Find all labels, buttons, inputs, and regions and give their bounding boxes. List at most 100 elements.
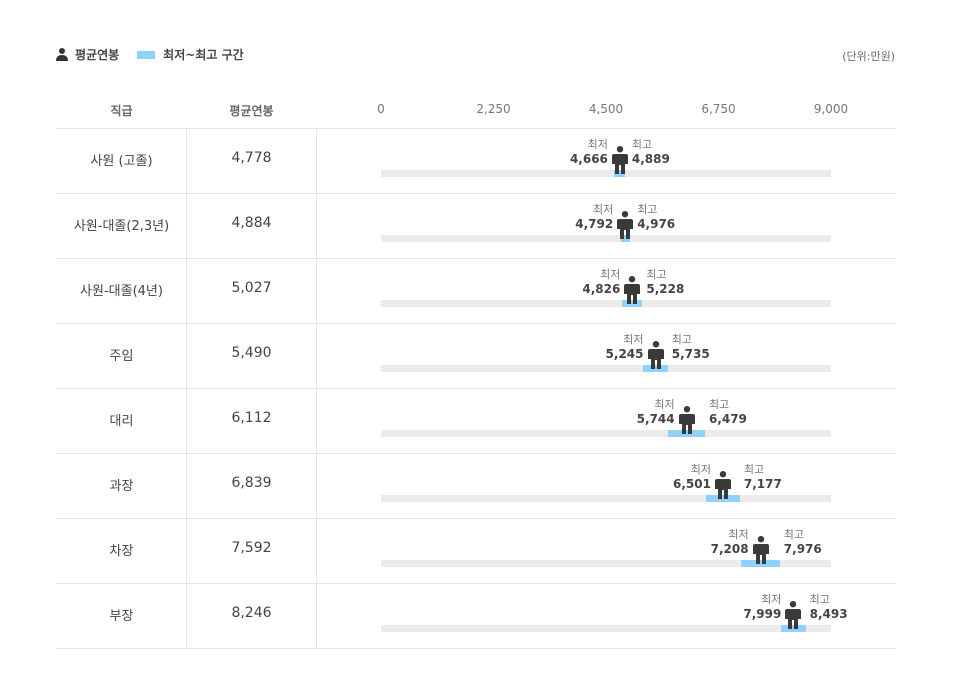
x-tick-label: 0 bbox=[377, 102, 385, 116]
range-track bbox=[381, 365, 831, 372]
min-caption: 최저 bbox=[592, 203, 614, 216]
min-caption: 최저 bbox=[690, 463, 711, 476]
min-label: 최저 7,999 bbox=[743, 592, 781, 622]
avg-salary-cell: 7,592 bbox=[231, 540, 272, 556]
rank-cell: 사원-대졸(2,3년) bbox=[73, 219, 170, 234]
max-caption: 최고 bbox=[646, 268, 667, 281]
max-value: 5,228 bbox=[646, 282, 685, 296]
max-caption: 최고 bbox=[671, 333, 692, 346]
avg-salary-cell: 6,112 bbox=[231, 410, 272, 426]
row-divider bbox=[57, 518, 895, 519]
x-tick-label: 9,000 bbox=[813, 102, 849, 116]
range-bar bbox=[668, 430, 705, 437]
avg-person-marker bbox=[611, 146, 628, 178]
avg-person-marker bbox=[647, 341, 664, 373]
legend-avg-label: 평균연봉 bbox=[75, 48, 120, 62]
range-track bbox=[381, 625, 831, 632]
legend-range-swatch bbox=[137, 50, 156, 59]
min-caption: 최저 bbox=[654, 398, 675, 411]
range-bar bbox=[706, 495, 740, 502]
max-caption: 최고 bbox=[809, 593, 830, 606]
min-caption: 최저 bbox=[761, 593, 782, 606]
row-divider bbox=[57, 258, 895, 259]
range-bar bbox=[622, 300, 643, 307]
avg-person-marker bbox=[714, 471, 731, 503]
legend-avg: 평균연봉 bbox=[56, 46, 119, 63]
x-tick-label: 4,500 bbox=[588, 102, 624, 116]
min-caption: 최저 bbox=[728, 528, 749, 541]
avg-person-marker bbox=[785, 601, 802, 633]
min-value: 5,245 bbox=[605, 347, 644, 361]
max-label: 최고 5,228 bbox=[646, 267, 684, 297]
avg-salary-cell: 6,839 bbox=[231, 475, 272, 491]
max-label: 최고 5,735 bbox=[672, 332, 710, 362]
max-value: 5,735 bbox=[671, 347, 710, 361]
avg-salary-cell: 4,884 bbox=[231, 215, 272, 231]
range-bar bbox=[620, 235, 630, 242]
avg-person-marker bbox=[752, 536, 769, 568]
max-caption: 최고 bbox=[637, 203, 658, 216]
row-divider bbox=[57, 193, 895, 194]
min-label: 최저 4,826 bbox=[582, 267, 620, 297]
range-track bbox=[381, 430, 831, 437]
avg-person-marker bbox=[624, 276, 641, 308]
max-value: 6,479 bbox=[708, 412, 747, 426]
max-label: 최고 4,976 bbox=[637, 202, 675, 232]
min-value: 7,208 bbox=[710, 542, 749, 556]
range-track bbox=[381, 300, 831, 307]
unit-label: (단위:만원) bbox=[842, 50, 895, 63]
row-divider bbox=[57, 388, 895, 389]
range-bar bbox=[741, 560, 780, 567]
max-caption: 최고 bbox=[708, 398, 730, 411]
header-rank: 직급 bbox=[110, 104, 133, 118]
max-value: 4,976 bbox=[637, 217, 676, 231]
range-bar bbox=[614, 170, 626, 177]
min-value: 4,792 bbox=[575, 217, 614, 231]
row-divider bbox=[57, 323, 895, 324]
avg-salary-cell: 5,027 bbox=[231, 280, 272, 296]
rank-cell: 부장 bbox=[109, 609, 134, 624]
min-caption: 최저 bbox=[587, 138, 608, 151]
avg-person-marker bbox=[617, 211, 634, 243]
max-caption: 최고 bbox=[631, 138, 653, 151]
x-tick-label: 6,750 bbox=[701, 102, 736, 116]
avg-salary-cell: 4,778 bbox=[231, 150, 272, 166]
min-value: 4,826 bbox=[582, 282, 621, 296]
min-label: 최저 6,501 bbox=[673, 462, 711, 492]
avg-salary-cell: 8,246 bbox=[231, 605, 272, 621]
rank-cell: 과장 bbox=[109, 479, 134, 494]
min-label: 최저 5,744 bbox=[637, 397, 675, 427]
x-tick-label: 2,250 bbox=[476, 102, 511, 116]
row-divider bbox=[57, 583, 895, 584]
range-track bbox=[381, 170, 831, 177]
rank-cell: 주임 bbox=[109, 349, 134, 364]
range-track bbox=[381, 560, 831, 567]
min-value: 5,744 bbox=[636, 412, 675, 426]
row-divider bbox=[57, 453, 895, 454]
min-label: 최저 4,792 bbox=[575, 202, 613, 232]
header-avg: 평균연봉 bbox=[229, 104, 274, 118]
max-label: 최고 8,493 bbox=[810, 592, 848, 622]
min-caption: 최저 bbox=[600, 268, 621, 281]
range-bar bbox=[780, 625, 806, 632]
min-label: 최저 5,245 bbox=[606, 332, 644, 362]
rank-cell: 대리 bbox=[109, 414, 134, 429]
range-track bbox=[381, 235, 831, 242]
max-value: 7,976 bbox=[783, 542, 822, 556]
rank-cell: 사원 (고졸) bbox=[90, 154, 153, 169]
range-track bbox=[381, 495, 831, 502]
rank-cell: 사원-대졸(4년) bbox=[80, 284, 163, 299]
min-label: 최저 4,666 bbox=[570, 137, 608, 167]
max-label: 최고 6,479 bbox=[709, 397, 747, 427]
min-label: 최저 7,208 bbox=[711, 527, 749, 557]
max-label: 최고 7,976 bbox=[784, 527, 822, 557]
max-value: 7,177 bbox=[743, 477, 782, 491]
min-value: 6,501 bbox=[672, 477, 711, 491]
max-label: 최고 7,177 bbox=[744, 462, 782, 492]
min-value: 4,666 bbox=[569, 152, 608, 166]
legend: 평균연봉 최저~최고 구간 bbox=[56, 46, 262, 63]
max-value: 8,493 bbox=[809, 607, 848, 621]
max-value: 4,889 bbox=[631, 152, 670, 166]
max-caption: 최고 bbox=[783, 528, 805, 541]
row-divider bbox=[57, 648, 895, 649]
